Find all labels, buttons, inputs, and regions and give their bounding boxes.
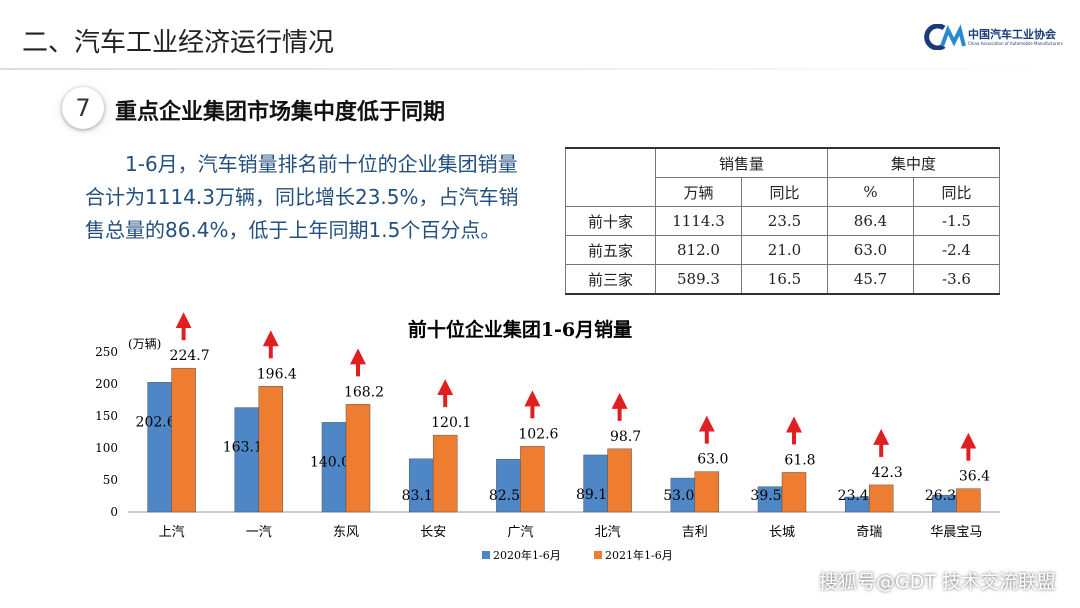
bar — [496, 458, 521, 513]
x-tick-label: 华晨宝马 — [930, 525, 982, 540]
bar — [520, 446, 545, 513]
x-tick-label: 广汽 — [507, 525, 533, 540]
chart-title: 前十位企业集团1-6月销量 — [408, 318, 632, 341]
bar — [694, 471, 720, 513]
chart: 前十位企业集团1-6月销量 (万辆) 0 50 100 150 200 250 上汽 202.… — [95, 312, 1000, 562]
value-label: 89.1 — [576, 487, 607, 503]
table-cell: 前五家 — [565, 235, 656, 265]
table-cell: -2.4 — [913, 235, 1000, 265]
logo-name: 中国汽车工业协会 — [968, 28, 1056, 41]
value-label: 61.8 — [784, 452, 815, 468]
table-group: 销售量 — [655, 147, 828, 178]
y-tick-label: 200 — [95, 377, 118, 391]
y-tick-label: 100 — [95, 441, 118, 455]
point-title: 重点企业集团市场集中度低于同期 — [115, 100, 446, 125]
y-tick-label: 50 — [103, 473, 118, 487]
table-cell: 16.5 — [741, 264, 828, 295]
table-cell: 前三家 — [565, 264, 656, 295]
value-label: 53.0 — [663, 488, 694, 504]
value-label: 98.7 — [610, 429, 641, 445]
bar — [171, 367, 196, 513]
bar — [345, 404, 371, 513]
section-title: 二、汽车工业经济运行情况 — [22, 28, 335, 58]
value-label: 102.6 — [518, 426, 558, 442]
data-table: 销售量 集中度 万辆 同比% 同比 前十家 1114.3 23.5 86.4 -1.5 前五家… — [565, 147, 1000, 295]
table-cell: 23.5 — [741, 206, 828, 236]
table-subheader: 同比 — [741, 177, 828, 207]
y-tick-label: 0 — [110, 505, 118, 519]
x-tick-label: 长安 — [420, 525, 446, 540]
divider — [0, 68, 1080, 70]
value-label: 82.5 — [489, 488, 520, 504]
value-label: 63.0 — [697, 452, 728, 468]
value-label: 163.1 — [223, 440, 263, 456]
table-cell: -1.5 — [913, 206, 1000, 236]
table-cell: 前十家 — [565, 206, 656, 236]
bar — [781, 472, 807, 513]
x-tick-label: 一汽 — [246, 525, 272, 540]
value-label: 202.6 — [136, 414, 176, 430]
bar — [258, 386, 284, 513]
table-cell: 589.3 — [655, 264, 742, 295]
table-cell: 812.0 — [655, 235, 742, 265]
bar — [321, 422, 347, 513]
bar — [670, 477, 696, 513]
value-label: 23.4 — [838, 488, 869, 504]
x-tick-label: 东风 — [333, 525, 359, 540]
point-number: 7 — [62, 87, 104, 129]
bar — [234, 407, 260, 513]
value-label: 120.1 — [431, 415, 471, 431]
y-unit: (万辆) — [128, 337, 161, 351]
bar — [147, 382, 172, 513]
value-label: 83.1 — [402, 488, 433, 504]
y-tick-label: 250 — [95, 345, 118, 359]
x-tick-label: 北汽 — [595, 525, 621, 540]
value-label: 196.4 — [257, 366, 297, 382]
table-subheader: % — [827, 177, 914, 207]
logo-mark — [924, 24, 966, 50]
legend-swatch — [482, 551, 490, 559]
bar — [607, 448, 632, 513]
x-tick-label: 长城 — [769, 525, 795, 540]
table-cell: 63.0 — [827, 235, 914, 265]
value-label: 36.4 — [959, 469, 990, 485]
bar — [408, 458, 434, 513]
bar — [956, 488, 981, 513]
body-text: 1-6月，汽车销量排名前十位的企业集团销量合计为1114.3万辆，同比增长23.… — [85, 152, 519, 242]
value-label: 140.0 — [310, 454, 350, 470]
bar — [868, 484, 894, 513]
y-tick-label: 150 — [95, 409, 118, 423]
value-label: 39.5 — [750, 488, 781, 504]
logo-en: China Association of Automobile Manufact… — [968, 41, 1063, 46]
table-cell: 1114.3 — [655, 206, 742, 236]
value-label: 168.2 — [344, 384, 384, 400]
legend-swatch — [594, 551, 602, 559]
value-label: 26.3 — [925, 488, 956, 504]
table-subheader: 同比 — [913, 177, 1000, 207]
table-group: 集中度 — [827, 147, 1000, 178]
x-tick-label: 上汽 — [159, 525, 185, 540]
watermark: 搜狐号@GDT 技术交流联盟 — [819, 571, 1056, 593]
table-corner — [565, 147, 656, 207]
legend-label: 2021年1-6月 — [605, 548, 673, 562]
bar — [583, 454, 608, 513]
table-cell: 45.7 — [827, 264, 914, 295]
x-tick-label: 吉利 — [682, 525, 708, 540]
table-subheader: 万辆 — [655, 177, 742, 207]
value-label: 224.7 — [170, 348, 210, 364]
bar — [432, 434, 458, 513]
table-cell: 86.4 — [827, 206, 914, 236]
x-tick-label: 奇瑞 — [856, 524, 882, 540]
value-label: 42.3 — [872, 465, 903, 481]
table-cell: -3.6 — [913, 264, 1000, 295]
table-cell: 21.0 — [741, 235, 828, 265]
legend-label: 2020年1-6月 — [493, 548, 561, 562]
